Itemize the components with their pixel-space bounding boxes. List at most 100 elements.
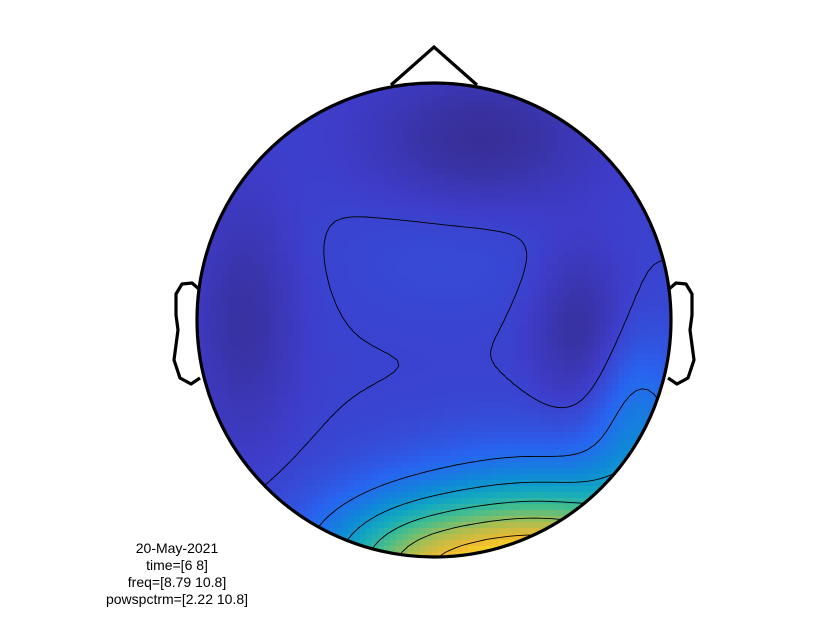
heat-cell — [486, 360, 493, 367]
heat-cell — [312, 504, 319, 511]
heat-cell — [342, 294, 349, 301]
heat-cell — [252, 282, 259, 289]
heat-cell — [402, 270, 409, 277]
heat-cell — [354, 258, 361, 265]
heat-cell — [606, 336, 613, 343]
heat-cell — [396, 180, 403, 187]
heat-cell — [480, 516, 487, 523]
heat-cell — [306, 414, 313, 421]
heat-cell — [540, 144, 547, 151]
heat-cell — [444, 198, 451, 205]
heat-cell — [492, 372, 499, 379]
heat-cell — [228, 246, 235, 253]
heat-cell — [582, 276, 589, 283]
heat-cell — [240, 330, 247, 337]
heat-cell — [306, 456, 313, 463]
heat-cell — [540, 222, 547, 229]
heat-cell — [288, 462, 295, 469]
heat-cell — [324, 522, 331, 529]
heat-cell — [378, 318, 385, 325]
heat-cell — [414, 402, 421, 409]
heat-cell — [582, 138, 589, 145]
heat-cell — [306, 138, 313, 145]
heat-cell — [594, 390, 601, 397]
heat-cell — [432, 204, 439, 211]
heat-cell — [516, 144, 523, 151]
heat-cell — [510, 438, 517, 445]
heat-cell — [558, 288, 565, 295]
heat-cell — [468, 270, 475, 277]
heat-cell — [606, 276, 613, 283]
heat-cell — [564, 126, 571, 133]
heat-cell — [234, 426, 241, 433]
heat-cell — [342, 330, 349, 337]
heat-cell — [522, 378, 529, 385]
heat-cell — [498, 366, 505, 373]
heat-cell — [378, 276, 385, 283]
heat-cell — [366, 366, 373, 373]
heat-cell — [582, 462, 589, 469]
heat-cell — [648, 288, 655, 295]
heat-cell — [216, 258, 223, 265]
heat-cell — [348, 306, 355, 313]
heat-cell — [342, 264, 349, 271]
heat-cell — [540, 492, 547, 499]
heat-cell — [252, 258, 259, 265]
heat-cell — [504, 426, 511, 433]
heat-cell — [636, 372, 643, 379]
heat-cell — [522, 474, 529, 481]
heat-cell — [372, 330, 379, 337]
heat-cell — [354, 270, 361, 277]
heat-cell — [504, 240, 511, 247]
heat-cell — [330, 246, 337, 253]
heat-cell — [612, 366, 619, 373]
heat-cell — [360, 480, 367, 487]
heat-cell — [480, 348, 487, 355]
heat-cell — [336, 306, 343, 313]
heat-cell — [348, 402, 355, 409]
heat-cell — [510, 264, 517, 271]
heat-cell — [396, 156, 403, 163]
heat-cell — [330, 300, 337, 307]
heat-cell — [654, 360, 661, 367]
heat-cell — [504, 294, 511, 301]
heat-cell — [456, 144, 463, 151]
heat-cell — [312, 414, 319, 421]
heat-cell — [534, 126, 541, 133]
heat-cell — [318, 450, 325, 457]
heat-cell — [420, 108, 427, 115]
heat-cell — [294, 414, 301, 421]
heat-cell — [282, 198, 289, 205]
heat-cell — [534, 348, 541, 355]
heat-cell — [486, 162, 493, 169]
heat-cell — [612, 330, 619, 337]
heat-cell — [414, 486, 421, 493]
heat-cell — [252, 384, 259, 391]
heat-cell — [498, 420, 505, 427]
heat-cell — [378, 252, 385, 259]
heat-cell — [360, 258, 367, 265]
heat-cell — [624, 426, 631, 433]
heat-cell — [330, 456, 337, 463]
heat-cell — [576, 324, 583, 331]
heat-cell — [444, 456, 451, 463]
heat-cell — [312, 390, 319, 397]
heat-cell — [444, 516, 451, 523]
heat-cell — [426, 294, 433, 301]
heat-cell — [546, 474, 553, 481]
heat-cell — [408, 90, 415, 97]
heat-cell — [552, 402, 559, 409]
heat-cell — [594, 312, 601, 319]
heat-cell — [624, 294, 631, 301]
heat-cell — [456, 432, 463, 439]
heat-cell — [522, 144, 529, 151]
heat-cell — [312, 372, 319, 379]
heat-cell — [462, 294, 469, 301]
heat-cell — [396, 216, 403, 223]
heat-cell — [360, 246, 367, 253]
heat-cell — [336, 468, 343, 475]
heat-cell — [444, 282, 451, 289]
heat-cell — [348, 432, 355, 439]
heat-cell — [270, 360, 277, 367]
heat-cell — [618, 324, 625, 331]
